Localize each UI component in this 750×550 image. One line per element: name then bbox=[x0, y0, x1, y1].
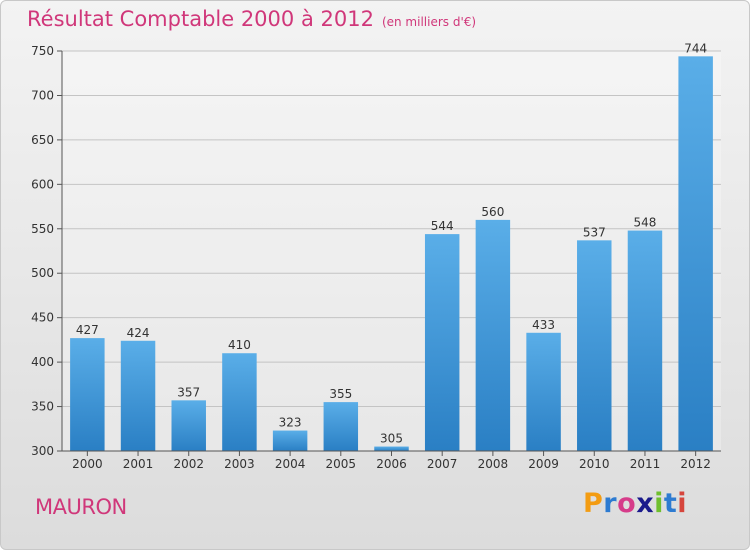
bar bbox=[272, 430, 308, 451]
data-label: 410 bbox=[228, 338, 251, 352]
data-label: 560 bbox=[481, 205, 504, 219]
y-tick-label: 650 bbox=[31, 133, 54, 147]
logo-letter: r bbox=[603, 488, 618, 519]
y-tick-label: 300 bbox=[31, 444, 54, 458]
y-tick-label: 600 bbox=[31, 177, 54, 191]
y-tick-label: 400 bbox=[31, 355, 54, 369]
x-tick-label: 2012 bbox=[680, 457, 711, 471]
y-tick-label: 550 bbox=[31, 222, 54, 236]
chart-title-text: Résultat Comptable 2000 à 2012 bbox=[27, 7, 374, 31]
plot-area bbox=[62, 51, 721, 451]
logo-letter: P bbox=[583, 488, 604, 519]
y-tick-label: 350 bbox=[31, 400, 54, 414]
data-label: 548 bbox=[634, 216, 657, 230]
x-tick-label: 2004 bbox=[275, 457, 306, 471]
data-label: 323 bbox=[279, 416, 302, 430]
x-tick-label: 2000 bbox=[72, 457, 103, 471]
x-tick-label: 2007 bbox=[427, 457, 458, 471]
grid-lines bbox=[62, 50, 721, 452]
chart-title: Résultat Comptable 2000 à 2012 (en millie… bbox=[27, 7, 476, 31]
x-tick-label: 2009 bbox=[528, 457, 559, 471]
bar bbox=[171, 400, 206, 451]
proxiti-logo: Proxiti bbox=[583, 488, 687, 519]
bar bbox=[627, 230, 663, 451]
bar bbox=[678, 56, 713, 451]
y-tick-label: 750 bbox=[31, 44, 54, 58]
bar bbox=[120, 340, 156, 451]
logo-letter: o bbox=[617, 488, 637, 519]
bar bbox=[577, 240, 612, 451]
unit-note: (en milliers d'€) bbox=[381, 15, 477, 29]
bar bbox=[424, 234, 460, 451]
x-tick-label: 2011 bbox=[630, 457, 661, 471]
data-label: 744 bbox=[684, 41, 707, 55]
data-label: 424 bbox=[127, 326, 150, 340]
data-label: 357 bbox=[177, 385, 200, 399]
logo-letter: x bbox=[636, 488, 655, 519]
bar bbox=[70, 338, 105, 451]
x-tick-label: 2003 bbox=[224, 457, 255, 471]
data-label: 544 bbox=[431, 219, 454, 233]
bar bbox=[526, 332, 561, 451]
x-tick-label: 2005 bbox=[326, 457, 357, 471]
bar bbox=[222, 353, 257, 451]
x-tick-label: 2008 bbox=[478, 457, 509, 471]
data-label: 355 bbox=[329, 387, 352, 401]
x-tick-label: 2002 bbox=[173, 457, 204, 471]
logo-letter: i bbox=[677, 488, 688, 519]
bars: 427 424 357 410 323 355 305 544 560 433 537 548 744 bbox=[70, 41, 713, 451]
data-label: 427 bbox=[76, 323, 99, 337]
logo-letter: t bbox=[663, 488, 678, 519]
logo-letter: i bbox=[654, 488, 664, 519]
bar bbox=[374, 446, 409, 451]
bar bbox=[323, 402, 359, 451]
x-tick-label: 2010 bbox=[579, 457, 610, 471]
y-tick-label: 500 bbox=[31, 266, 54, 280]
data-label: 537 bbox=[583, 225, 606, 239]
bar bbox=[475, 219, 511, 451]
x-tick-label: 2001 bbox=[123, 457, 154, 471]
data-label: 305 bbox=[380, 432, 403, 446]
data-label: 433 bbox=[532, 318, 555, 332]
y-tick-label: 450 bbox=[31, 311, 54, 325]
town-name: MAURON bbox=[35, 495, 127, 519]
x-tick-label: 2006 bbox=[376, 457, 407, 471]
axes: 300 350 400 450 500 550 600 650 700 750 2000 2001 20… bbox=[31, 44, 721, 471]
y-tick-label: 700 bbox=[31, 88, 54, 102]
